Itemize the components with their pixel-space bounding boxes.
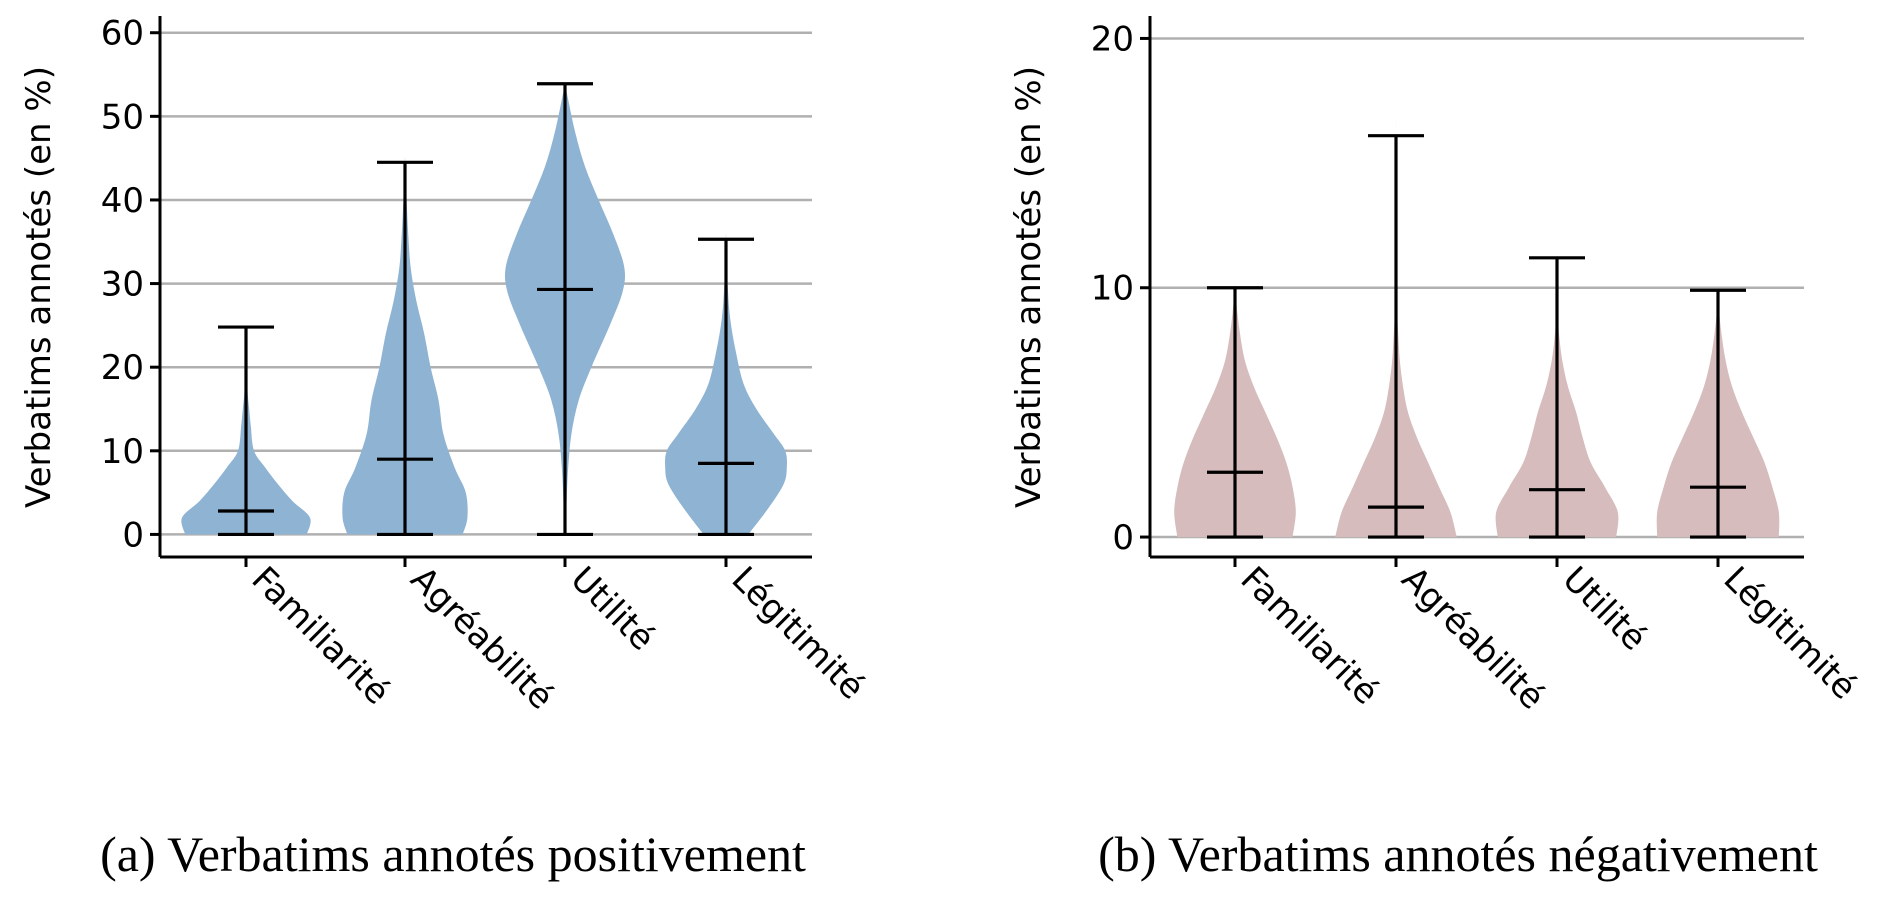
panel-a-caption: (a) Verbatims annotés positivement (100, 826, 806, 882)
y-tick-label: 40 (101, 181, 144, 221)
y-tick-label: 60 (101, 14, 144, 54)
y-tick-label: 20 (101, 348, 144, 388)
y-tick-label: 30 (101, 265, 144, 305)
y-tick-label: 20 (1091, 19, 1134, 59)
x-category-label: Légitimité (1716, 559, 1864, 707)
y-tick-label: 0 (1112, 518, 1134, 558)
panel-b-caption: (b) Verbatims annotés négativement (1098, 826, 1818, 882)
panel-b-x-ticks: Familiarité Agréabilité Utilité Légitimité (1233, 557, 1864, 717)
x-category-label: Agréabilité (1394, 559, 1552, 717)
panel-a-violins (181, 81, 787, 537)
y-tick-label: 0 (122, 515, 144, 555)
panel-b-violins (1174, 116, 1780, 539)
x-category-label: Agréabilité (403, 559, 561, 717)
panel-a-gridlines (160, 31, 812, 536)
panel-a: 0 10 20 30 40 50 60 Familiarité Agréabilité Util… (19, 14, 872, 882)
panel-b-y-ticks: 0 10 20 (1091, 19, 1150, 558)
x-category-label: Utilité (563, 559, 663, 659)
y-tick-label: 10 (1091, 269, 1134, 309)
panel-a-y-ticks: 0 10 20 30 40 50 60 (101, 14, 160, 555)
panel-b-y-axis-title: Verbatims annotés (en %) (1009, 66, 1049, 508)
y-tick-label: 50 (101, 97, 144, 137)
x-category-label: Légitimité (724, 559, 872, 707)
panel-b: 0 10 20 Familiarité Agréabilité Utilité Légit… (1009, 16, 1864, 882)
panel-a-x-ticks: Familiarité Agréabilité Utilité Légitimité (244, 557, 872, 717)
x-category-label: Familiarité (1233, 559, 1387, 713)
x-category-label: Familiarité (244, 559, 398, 713)
panel-a-y-axis-title: Verbatims annotés (en %) (19, 66, 59, 508)
x-category-label: Utilité (1555, 559, 1655, 659)
y-tick-label: 10 (101, 432, 144, 472)
